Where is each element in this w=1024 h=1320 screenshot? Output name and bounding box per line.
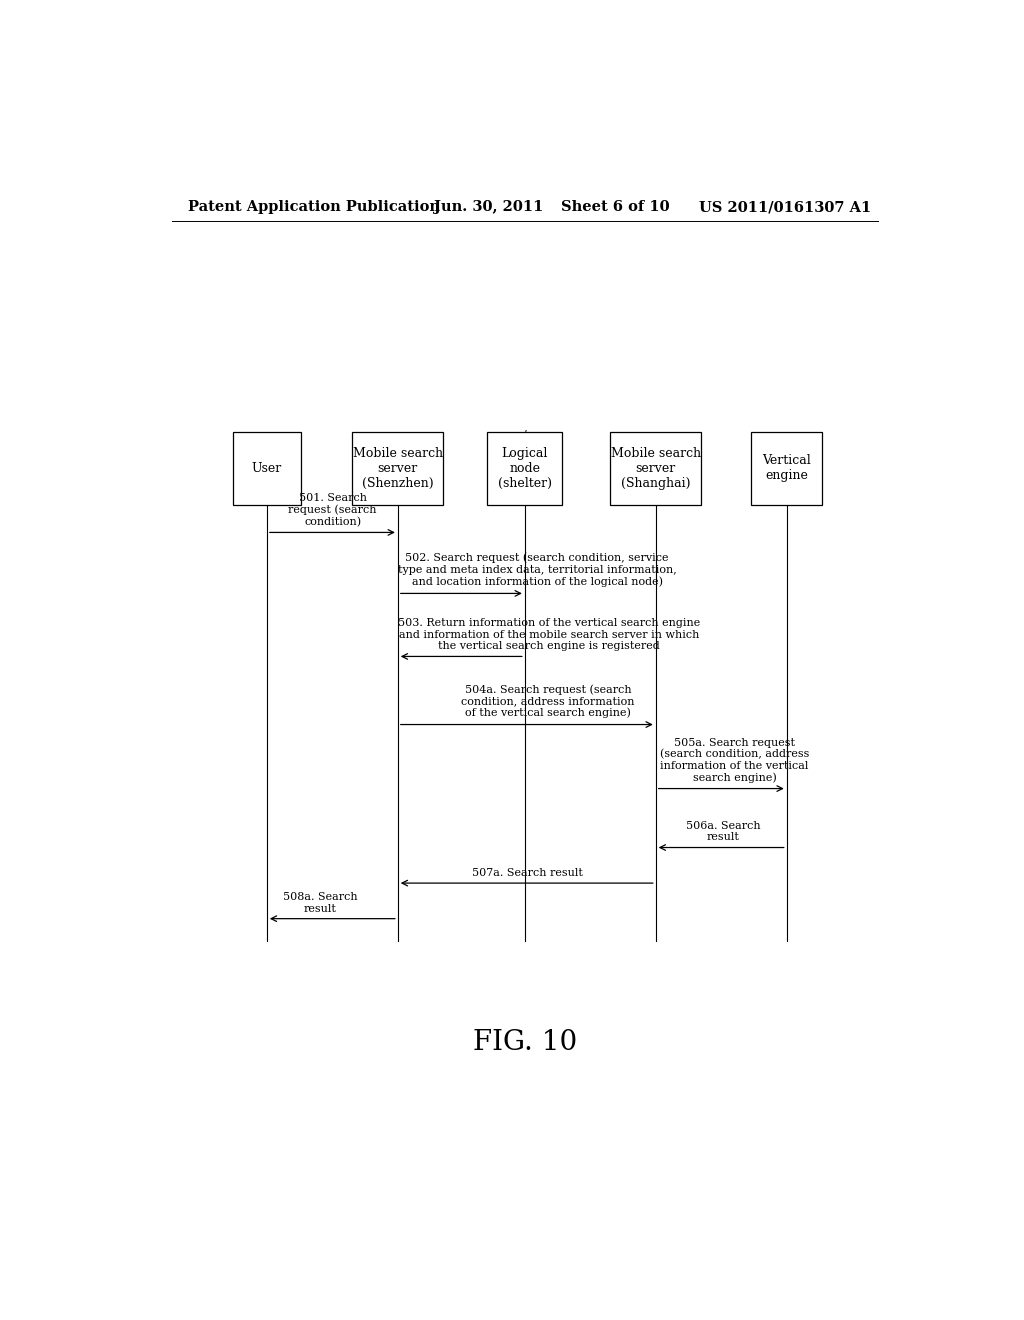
Bar [610,432,701,506]
Text: Logical
node
(shelter): Logical node (shelter) [498,447,552,490]
Text: US 2011/0161307 A1: US 2011/0161307 A1 [699,201,871,214]
Text: 506a. Search
result: 506a. Search result [686,821,761,842]
Text: Mobile search
server
(Shenzhen): Mobile search server (Shenzhen) [352,447,443,490]
Text: 507a. Search result: 507a. Search result [472,869,583,878]
Text: FIG. 10: FIG. 10 [473,1030,577,1056]
Text: Vertical
engine: Vertical engine [762,454,811,482]
Text: 504a. Search request (search
condition, address information
of the vertical sear: 504a. Search request (search condition, … [461,684,635,718]
Text: 502. Search request (search condition, service
type and meta index data, territo: 502. Search request (search condition, s… [397,553,677,587]
Text: 501. Search
request (search
condition): 501. Search request (search condition) [289,494,377,528]
Text: Mobile search
server
(Shanghai): Mobile search server (Shanghai) [610,447,700,490]
Text: ’: ’ [523,429,526,440]
Text: User: User [252,462,282,475]
Text: 508a. Search
result: 508a. Search result [283,892,357,913]
Text: 503. Return information of the vertical search engine
and information of the mob: 503. Return information of the vertical … [397,618,700,651]
Text: 505a. Search request
(search condition, address
information of the vertical
sear: 505a. Search request (search condition, … [659,738,809,784]
Bar [352,432,443,506]
Text: Jun. 30, 2011: Jun. 30, 2011 [433,201,543,214]
Text: Sheet 6 of 10: Sheet 6 of 10 [560,201,669,214]
Bar [487,432,562,506]
Bar [751,432,822,506]
Text: Patent Application Publication: Patent Application Publication [187,201,439,214]
Bar [233,432,301,506]
